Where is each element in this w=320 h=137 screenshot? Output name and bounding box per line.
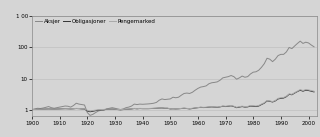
Pengemarked — [290, 93, 294, 95]
Aksjer — [290, 48, 294, 49]
Obligasjoner — [312, 91, 316, 93]
Pengemarked — [88, 110, 92, 112]
Aksjer — [30, 109, 34, 110]
Aksjer — [196, 88, 200, 89]
Aksjer — [298, 40, 302, 42]
Pengemarked — [312, 90, 316, 92]
Obligasjoner — [296, 91, 300, 92]
Aksjer — [296, 43, 300, 44]
Obligasjoner — [30, 109, 34, 110]
Obligasjoner — [298, 89, 302, 91]
Pengemarked — [110, 108, 114, 110]
Obligasjoner — [287, 93, 291, 95]
Obligasjoner — [196, 107, 200, 109]
Pengemarked — [196, 107, 200, 108]
Obligasjoner — [110, 108, 114, 110]
Aksjer — [110, 107, 114, 109]
Aksjer — [88, 115, 92, 116]
Aksjer — [312, 46, 316, 48]
Obligasjoner — [88, 111, 92, 113]
Aksjer — [282, 54, 285, 55]
Obligasjoner — [290, 94, 294, 96]
Legend: Aksjer, Obligasjoner, Pengemarked: Aksjer, Obligasjoner, Pengemarked — [35, 18, 156, 24]
Aksjer — [287, 47, 291, 48]
Obligasjoner — [282, 97, 285, 99]
Pengemarked — [296, 90, 300, 92]
Line: Obligasjoner: Obligasjoner — [32, 90, 314, 112]
Pengemarked — [287, 93, 291, 95]
Pengemarked — [282, 97, 285, 98]
Line: Aksjer: Aksjer — [32, 41, 314, 115]
Pengemarked — [298, 89, 302, 90]
Pengemarked — [30, 109, 34, 110]
Line: Pengemarked: Pengemarked — [32, 90, 314, 111]
